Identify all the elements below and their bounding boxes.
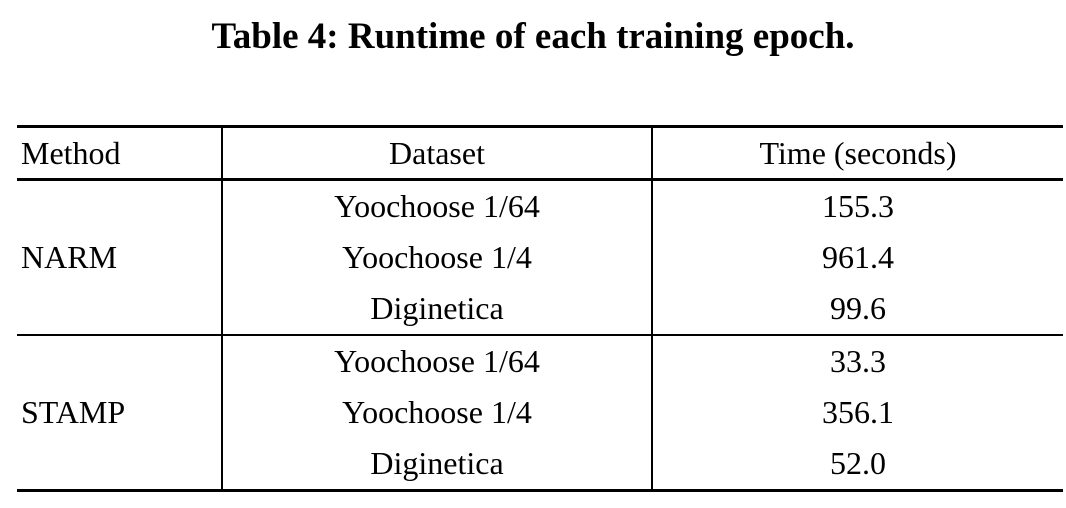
dataset-cell: Diginetica [222,283,653,336]
time-cell: 356.1 [822,394,894,430]
table-row: Diginetica 52.0 [17,438,1063,491]
dataset-cell: Yoochoose 1/64 [222,335,653,387]
header-time: Time (seconds) [652,126,1063,181]
time-cell: 99.6 [652,283,1063,336]
dataset-cell: Yoochoose 1/64 [222,179,653,232]
table-row: STAMP Yoochoose 1/64 33.3 [17,335,1063,491]
method-label-stamp: STAMP [17,335,223,491]
table-row: Yoochoose 1/4 356.1 [17,387,1063,438]
dataset-cell: Diginetica [222,438,653,491]
dataset-cell: Yoochoose 1/4 [222,232,653,283]
dataset-cell: Yoochoose 1/4 [222,387,653,438]
time-cell: 961.4 [822,239,894,275]
time-cell: 33.3 [830,343,886,379]
header-method: Method [17,126,223,181]
table-row: Yoochoose 1/4 961.4 [17,232,1063,283]
runtime-table: Method Dataset Time (seconds) NARM Yooch… [17,125,1063,492]
time-cell: 155.3 [822,188,894,224]
method-label-narm: NARM [17,179,223,336]
table-row: NARM Yoochoose 1/64 155.3 [17,179,1063,336]
table-caption: Table 4: Runtime of each training epoch. [211,16,855,57]
time-cell: 52.0 [830,445,886,481]
table-row: Diginetica 99.6 [17,283,1063,336]
header-dataset: Dataset [222,126,653,181]
header-row: Method Dataset Time (seconds) [17,126,1063,181]
